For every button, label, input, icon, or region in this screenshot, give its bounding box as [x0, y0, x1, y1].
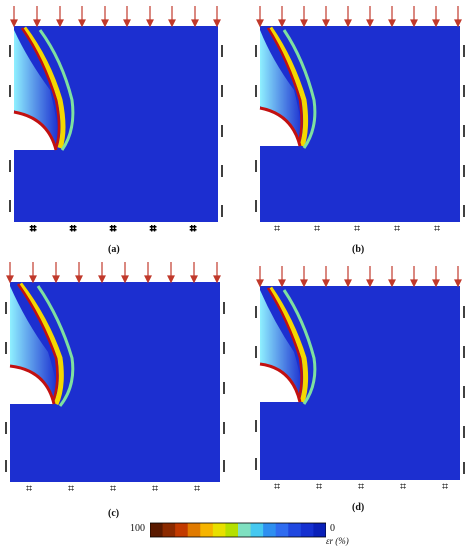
colorbar-segment: [187, 523, 201, 537]
plastic-zone: [260, 30, 303, 146]
colorbar-max-label: 0: [330, 523, 335, 534]
svg-text:⌗: ⌗: [354, 222, 360, 235]
svg-text:⌗: ⌗: [68, 482, 74, 495]
shear-band-secondary: [282, 29, 317, 149]
panel-c: ⌗ ⌗ ⌗ ⌗ ⌗ (c): [0, 262, 232, 524]
cavity: [10, 366, 54, 404]
panel-label-d: (d): [352, 502, 365, 513]
cavity: [260, 364, 300, 402]
cavity-edge: [9, 364, 56, 405]
svg-text:⌗: ⌗: [110, 222, 116, 235]
svg-text:⌗: ⌗: [26, 482, 32, 495]
shear-band-secondary: [36, 285, 75, 407]
bottom-supports: ⌗ ⌗ ⌗ ⌗ ⌗: [26, 482, 200, 495]
svg-text:⌗: ⌗: [150, 222, 156, 235]
panel-label-c: (c): [108, 508, 120, 519]
panel-c-figure: ⌗ ⌗ ⌗ ⌗ ⌗: [5, 262, 225, 495]
colorbar-segment: [175, 523, 189, 537]
colorbar-segment: [263, 523, 277, 537]
colorbar-segment: [200, 523, 214, 537]
panel-b: ⌗ ⌗ ⌗ ⌗ ⌗ (b): [242, 0, 474, 262]
colorbar-min-label: 100: [130, 523, 145, 534]
svg-text:⌗: ⌗: [394, 222, 400, 235]
shear-band-secondary: [282, 289, 317, 405]
shear-band-outer: [267, 286, 309, 403]
shear-band-inner: [20, 27, 61, 149]
svg-text:⌗: ⌗: [110, 482, 116, 495]
colorbar-segment: [162, 523, 176, 537]
top-arrows: [10, 6, 221, 28]
side-supports: [5, 302, 225, 472]
svg-text:⌗: ⌗: [316, 480, 322, 493]
artifact-band: [14, 160, 218, 222]
svg-text:⌗: ⌗: [314, 222, 320, 235]
bottom-supports: ⌗ ⌗ ⌗ ⌗ ⌗: [274, 480, 448, 493]
svg-text:⌗: ⌗: [274, 480, 280, 493]
colorbar-frame: [150, 522, 326, 538]
svg-text:⌗: ⌗: [434, 222, 440, 235]
svg-text:⌗: ⌗: [274, 222, 280, 235]
panel-label-b: (b): [352, 244, 365, 255]
top-arrows: [256, 266, 462, 288]
cavity-edge: [13, 110, 58, 151]
shear-band-inner: [266, 27, 303, 147]
svg-text:⌗: ⌗: [70, 222, 76, 235]
bottom-supports: ⌗ ⌗ ⌗ ⌗ ⌗: [30, 222, 197, 236]
colorbar-segment: [212, 523, 226, 537]
svg-text:⌗: ⌗: [442, 480, 448, 493]
shear-band-outer: [21, 26, 66, 149]
colorbar-unit-label: εr (%): [326, 536, 349, 546]
svg-text:⌗: ⌗: [400, 480, 406, 493]
plastic-zone: [260, 290, 303, 402]
panel-a-figure: ⌗ ⌗ ⌗ ⌗ ⌗: [9, 6, 223, 236]
cavity: [14, 112, 56, 150]
panel-a: ⌗ ⌗ ⌗ ⌗ ⌗ (a): [0, 0, 232, 262]
panel-b-figure: ⌗ ⌗ ⌗ ⌗ ⌗: [255, 6, 465, 235]
shear-band-inner: [16, 283, 59, 405]
shear-band-secondary: [38, 29, 75, 151]
side-supports: [255, 45, 465, 217]
colorbar-segment: [288, 523, 302, 537]
svg-text:⌗: ⌗: [194, 482, 200, 495]
svg-text:⌗: ⌗: [190, 222, 196, 235]
colorbar-segment: [225, 523, 239, 537]
panel-d-figure: ⌗ ⌗ ⌗ ⌗ ⌗: [255, 266, 465, 493]
svg-text:⌗: ⌗: [358, 480, 364, 493]
cavity: [260, 108, 300, 146]
side-supports: [9, 45, 223, 217]
cavity-edge: [259, 106, 302, 147]
colorbar-segment: [250, 523, 264, 537]
shear-band-outer: [18, 282, 64, 406]
cavity-edge: [259, 362, 302, 403]
shear-band-inner: [266, 287, 303, 403]
panel-d: ⌗ ⌗ ⌗ ⌗ ⌗ (d): [242, 262, 474, 524]
colorbar-segment: [238, 523, 252, 537]
shear-band-outer: [267, 26, 309, 147]
colorbar-segment: [300, 523, 314, 537]
side-supports: [255, 306, 465, 474]
top-arrows: [256, 6, 462, 28]
top-arrows: [6, 262, 221, 284]
svg-text:⌗: ⌗: [152, 482, 158, 495]
colorbar-segment: [313, 523, 326, 537]
colorbar-segment: [275, 523, 289, 537]
colorbar-segment: [150, 523, 164, 537]
colorbar: [150, 522, 326, 538]
svg-text:⌗: ⌗: [30, 222, 36, 235]
bottom-supports: ⌗ ⌗ ⌗ ⌗ ⌗: [274, 222, 440, 235]
panel-label-a: (a): [108, 244, 120, 255]
